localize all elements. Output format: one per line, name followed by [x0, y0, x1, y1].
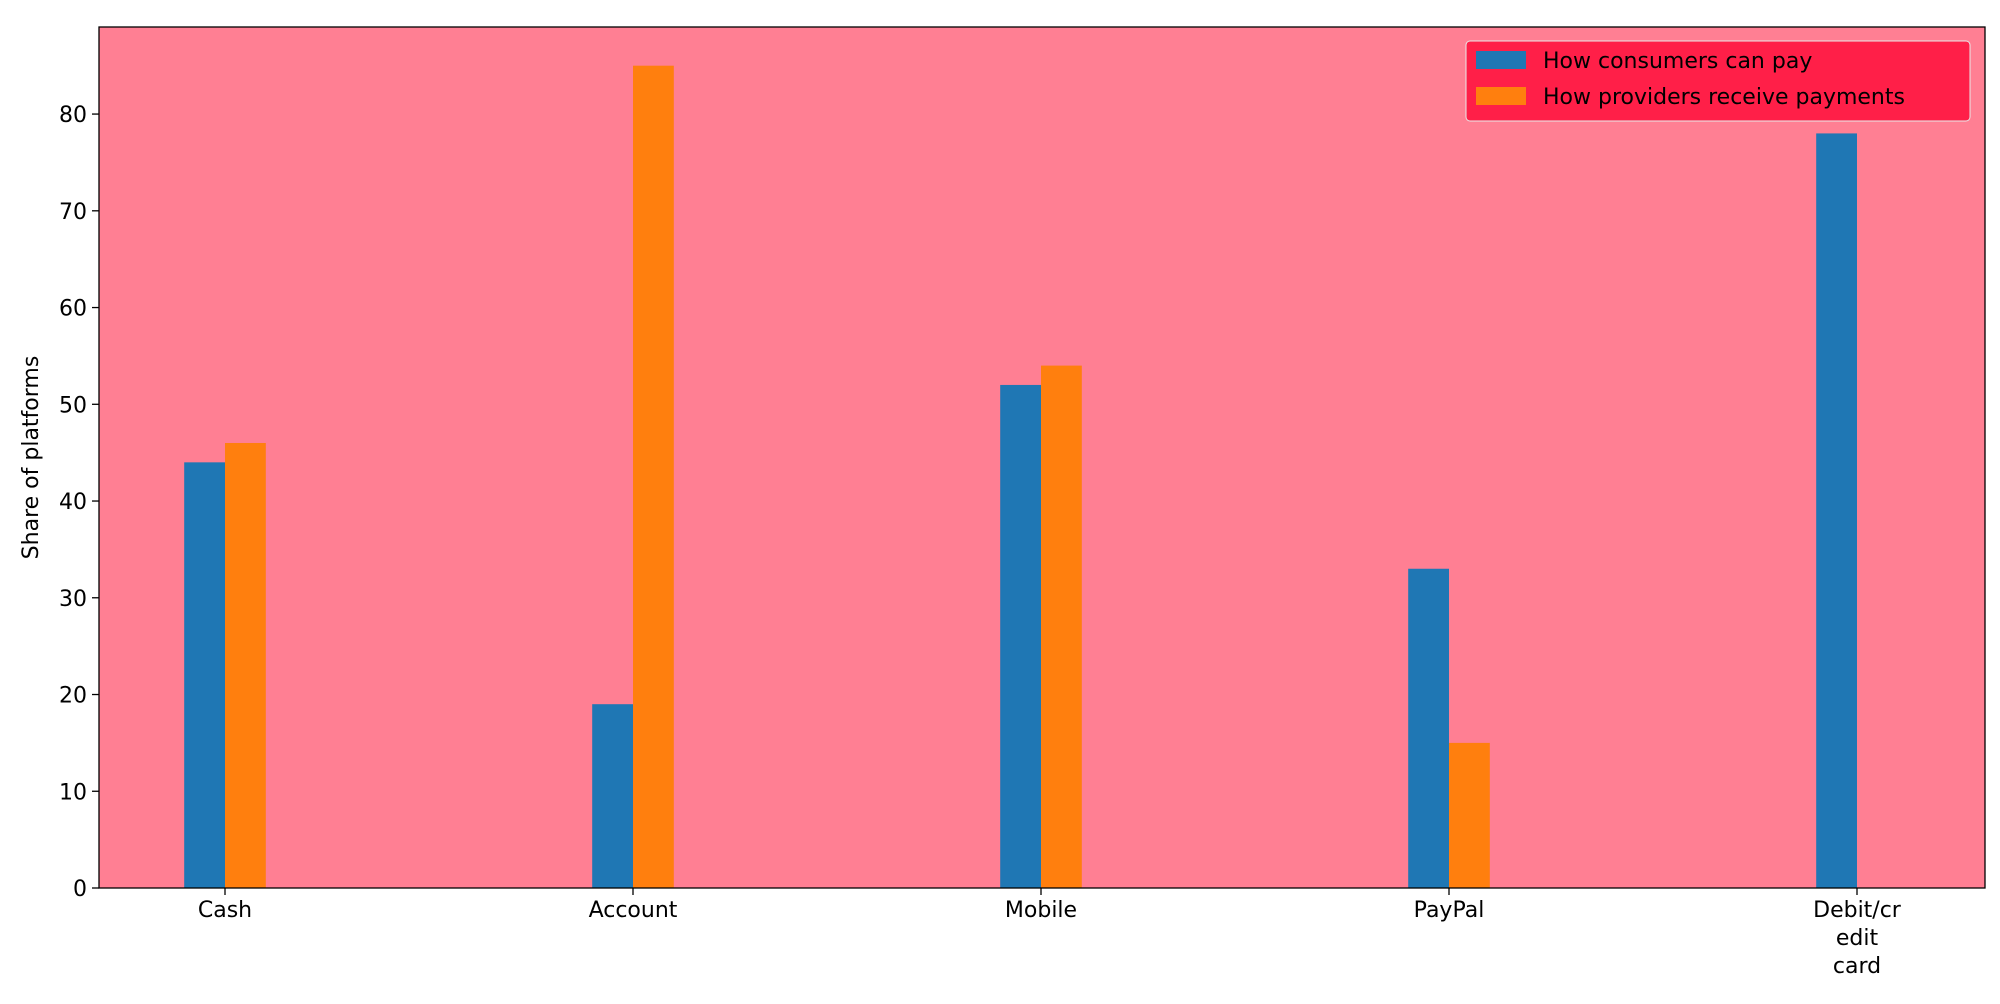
x-axis: Cash Account Mobile PayPal Debit/cr edit card — [198, 888, 1902, 979]
y-tick-label: 30 — [59, 587, 87, 612]
legend-swatch — [1476, 51, 1526, 69]
x-tick-label: Account — [589, 898, 678, 923]
legend-box — [1465, 40, 1971, 122]
x-tick-label: card — [1833, 954, 1881, 979]
bar-consumers-2 — [1000, 384, 1041, 888]
bar-providers-3 — [1449, 742, 1490, 888]
y-axis-label: Share of platforms — [19, 356, 44, 560]
y-tick-label: 40 — [59, 490, 87, 515]
bar-consumers-4 — [1816, 133, 1857, 889]
y-axis: 0 10 20 30 40 50 60 70 80 — [59, 103, 99, 902]
bars-layer — [184, 65, 1857, 889]
y-tick-label: 60 — [59, 297, 87, 322]
legend-label: How providers receive payments — [1543, 85, 1905, 110]
legend-label: How consumers can pay — [1543, 49, 1812, 74]
y-tick-label: 0 — [73, 877, 87, 902]
bar-providers-1 — [633, 65, 674, 888]
bar-consumers-3 — [1408, 568, 1449, 888]
bar-consumers-0 — [184, 462, 225, 888]
x-tick-label: Debit/cr — [1813, 898, 1902, 923]
legend: How consumers can pay How providers recei… — [1465, 40, 1971, 122]
plot-frame — [98, 26, 1986, 889]
y-tick-label: 10 — [59, 780, 87, 805]
x-tick-label: Mobile — [1005, 898, 1077, 923]
y-tick-label: 20 — [59, 684, 87, 709]
bar-consumers-1 — [592, 704, 633, 888]
x-tick-label: PayPal — [1414, 898, 1485, 923]
y-tick-label: 80 — [59, 103, 87, 128]
x-tick-label: Cash — [198, 898, 252, 923]
legend-swatch — [1476, 87, 1526, 105]
y-tick-label: 50 — [59, 393, 87, 418]
x-tick-label: edit — [1836, 926, 1879, 951]
bar-providers-2 — [1041, 365, 1082, 888]
y-tick-label: 70 — [59, 200, 87, 225]
bar-providers-0 — [225, 442, 266, 888]
